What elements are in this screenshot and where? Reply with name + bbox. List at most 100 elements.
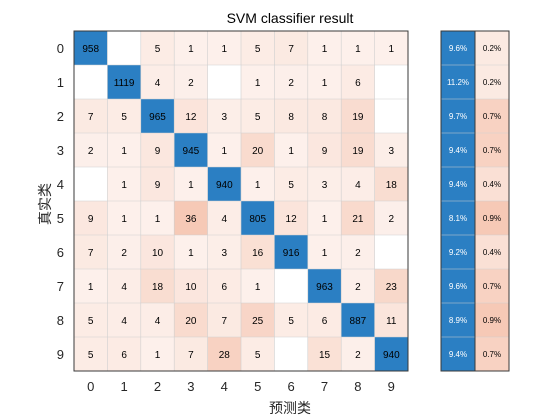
cell-value: 5 — [121, 112, 127, 123]
matrix-cell — [307, 167, 342, 201]
cell-value: 4 — [355, 180, 361, 191]
cell-value: 887 — [350, 316, 367, 327]
cell-value: 19 — [352, 146, 364, 157]
matrix-cell — [274, 337, 308, 371]
matrix-cell — [207, 235, 241, 269]
cell-value: 23 — [386, 282, 398, 293]
matrix-cell — [374, 65, 408, 99]
y-tick-label: 6 — [57, 245, 64, 260]
cell-value: 2 — [188, 78, 194, 89]
matrix-cell — [274, 303, 308, 337]
cell-value: 1 — [222, 44, 228, 55]
matrix-cell — [174, 303, 208, 337]
cell-value: 1 — [188, 44, 194, 55]
cell-value: 1 — [88, 282, 94, 293]
matrix-cell — [274, 99, 308, 133]
y-tick-label: 3 — [57, 143, 64, 158]
cell-value: 4 — [222, 214, 228, 225]
summary-incorrect-cell — [475, 167, 509, 201]
matrix-cell — [241, 31, 275, 65]
cell-value: 9 — [155, 180, 161, 191]
summary-correct-cell — [441, 235, 475, 269]
summary-incorrect-value: 0.9% — [483, 316, 501, 325]
matrix-cell — [274, 269, 308, 303]
matrix-cell — [307, 31, 342, 65]
cell-value: 1 — [255, 78, 261, 89]
cell-value: 1 — [121, 214, 127, 225]
cell-value: 2 — [88, 146, 94, 157]
summary-incorrect-value: 0.4% — [483, 248, 501, 257]
cell-value: 5 — [255, 112, 261, 123]
summary-incorrect-value: 0.4% — [483, 180, 501, 189]
matrix-cell — [307, 303, 342, 337]
y-tick-label: 2 — [57, 109, 64, 124]
summary-incorrect-value: 0.7% — [483, 112, 501, 121]
cell-value: 1 — [322, 248, 328, 259]
summary-correct-cell — [441, 167, 475, 201]
matrix-cell — [341, 133, 375, 167]
matrix-cell — [307, 201, 342, 235]
x-tick-label: 6 — [287, 379, 294, 394]
matrix-cell — [74, 133, 108, 167]
matrix-cell — [374, 167, 408, 201]
matrix-cell — [341, 303, 375, 337]
cell-value: 1 — [355, 44, 361, 55]
matrix-cell — [140, 201, 175, 235]
summary-correct-cell — [441, 65, 475, 99]
cell-value: 3 — [222, 112, 228, 123]
matrix-cell — [341, 269, 375, 303]
summary-correct-cell — [441, 201, 475, 235]
matrix-cell — [274, 133, 308, 167]
cell-value: 36 — [185, 214, 197, 225]
summary-incorrect-cell — [475, 337, 509, 371]
matrix-cell — [274, 201, 308, 235]
x-tick-label: 7 — [321, 379, 328, 394]
matrix-cell — [107, 303, 141, 337]
cell-value: 12 — [185, 112, 197, 123]
x-tick-label: 5 — [254, 379, 261, 394]
matrix-cell — [274, 65, 308, 99]
matrix-cell — [307, 99, 342, 133]
matrix-cell — [341, 167, 375, 201]
matrix-cell — [174, 65, 208, 99]
matrix-cell — [241, 235, 275, 269]
summary-correct-value: 9.6% — [449, 44, 467, 53]
matrix-cell — [241, 133, 275, 167]
cell-value: 11 — [386, 316, 397, 327]
cell-value: 1 — [121, 180, 127, 191]
cell-value: 7 — [222, 316, 228, 327]
matrix-cell — [74, 235, 108, 269]
matrix-cell — [241, 99, 275, 133]
summary-correct-cell — [441, 133, 475, 167]
cell-value: 1 — [322, 44, 328, 55]
cell-value: 1 — [255, 180, 261, 191]
matrix-cell — [241, 201, 275, 235]
cell-value: 5 — [288, 180, 294, 191]
matrix-cell — [374, 269, 408, 303]
summary-correct-value: 8.9% — [449, 316, 467, 325]
cell-value: 7 — [88, 248, 94, 259]
matrix-cell — [174, 31, 208, 65]
matrix-cell — [74, 303, 108, 337]
cell-value: 9 — [88, 214, 94, 225]
matrix-cell — [307, 65, 342, 99]
matrix-cell — [374, 99, 408, 133]
summary-incorrect-cell — [475, 235, 509, 269]
summary-correct-value: 9.6% — [449, 282, 467, 291]
cell-value: 965 — [149, 112, 166, 123]
summary-correct-cell — [441, 303, 475, 337]
matrix-cell — [140, 303, 175, 337]
summary-correct-value: 9.4% — [449, 350, 467, 359]
cell-value: 5 — [288, 316, 294, 327]
cell-value: 7 — [288, 44, 294, 55]
cell-value: 1 — [322, 78, 328, 89]
cell-value: 2 — [355, 282, 361, 293]
matrix-cell — [74, 201, 108, 235]
y-tick-label: 7 — [57, 279, 64, 294]
matrix-cell — [107, 337, 141, 371]
matrix-cell — [374, 337, 408, 371]
summary-correct-cell — [441, 99, 475, 133]
cell-value: 18 — [152, 282, 164, 293]
summary-incorrect-value: 0.7% — [483, 146, 501, 155]
x-tick-label: 4 — [221, 379, 228, 394]
